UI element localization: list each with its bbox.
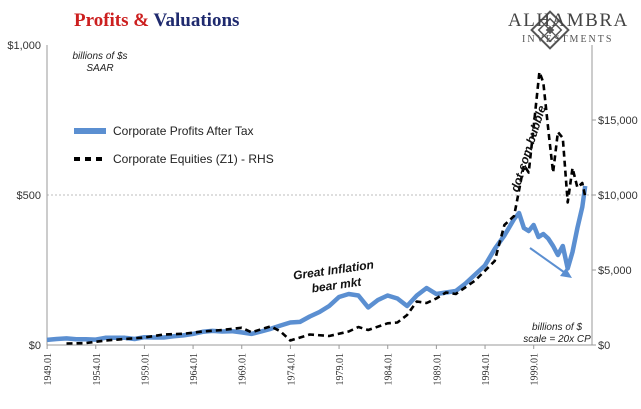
x-tick-label: 1949.01 xyxy=(43,353,54,386)
right-tick-label: $0 xyxy=(598,340,610,352)
annotation-arrowhead xyxy=(560,268,572,278)
left-tick-label: $1,000 xyxy=(7,40,41,52)
brand-name: ALHAMBRA xyxy=(508,10,629,31)
right-tick-label: $10,000 xyxy=(598,190,638,202)
x-tick-label: 1994.01 xyxy=(481,353,492,386)
title-part-ampersand: & xyxy=(128,10,154,31)
chart-title: Profits & Valuations xyxy=(74,10,239,32)
x-tick-label: 1984.01 xyxy=(384,353,395,386)
unit-notes: billions of $s SAAR billions of $ scale … xyxy=(72,51,591,345)
x-tick-label: 1954.01 xyxy=(92,353,103,386)
right-unit-note-line1: billions of $ xyxy=(532,322,582,333)
brand-subtitle: INVESTMENTS xyxy=(522,34,614,45)
right-unit-note-line2: scale = 20x CP xyxy=(523,334,591,345)
legend-label-profits: Corporate Profits After Tax xyxy=(113,124,254,138)
right-tick-label: $5,000 xyxy=(598,265,632,277)
diamond-lattice-logo-icon xyxy=(530,10,570,50)
annotation-arrow xyxy=(529,247,569,276)
x-tick-label: 1964.01 xyxy=(189,353,200,386)
left-unit-note-line2: SAAR xyxy=(86,63,113,74)
x-tick-label: 1979.01 xyxy=(335,353,346,386)
left-unit-note-line1: billions of $s xyxy=(72,51,127,62)
legend-label-equities: Corporate Equities (Z1) - RHS xyxy=(113,152,274,166)
legend: Corporate Profits After Tax Corporate Eq… xyxy=(74,124,274,166)
x-tick-label: 1959.01 xyxy=(140,353,151,386)
x-tick-label: 1969.01 xyxy=(238,353,249,386)
series-group xyxy=(46,70,588,345)
title-part-profits: Profits xyxy=(74,10,129,31)
series-line-equities xyxy=(66,70,587,345)
left-tick-label: $500 xyxy=(17,190,41,202)
right-tick-label: $15,000 xyxy=(598,115,638,127)
tick-labels: $0 $500 $1,000 $0 $5,000 $10,000 $15,000 1949.0… xyxy=(7,40,637,386)
annotations: Great Inflation bear mkt dot-com bubble xyxy=(292,104,572,295)
x-tick-label: 1989.01 xyxy=(432,353,443,386)
left-tick-label: $0 xyxy=(29,340,41,352)
title-part-valuations: Valuations xyxy=(153,10,240,31)
annotation-dot-com-bubble: dot-com bubble xyxy=(508,104,549,194)
x-tick-label: 1999.01 xyxy=(530,353,541,386)
series-line-profits xyxy=(46,185,588,343)
x-tick-label: 1974.01 xyxy=(286,353,297,386)
